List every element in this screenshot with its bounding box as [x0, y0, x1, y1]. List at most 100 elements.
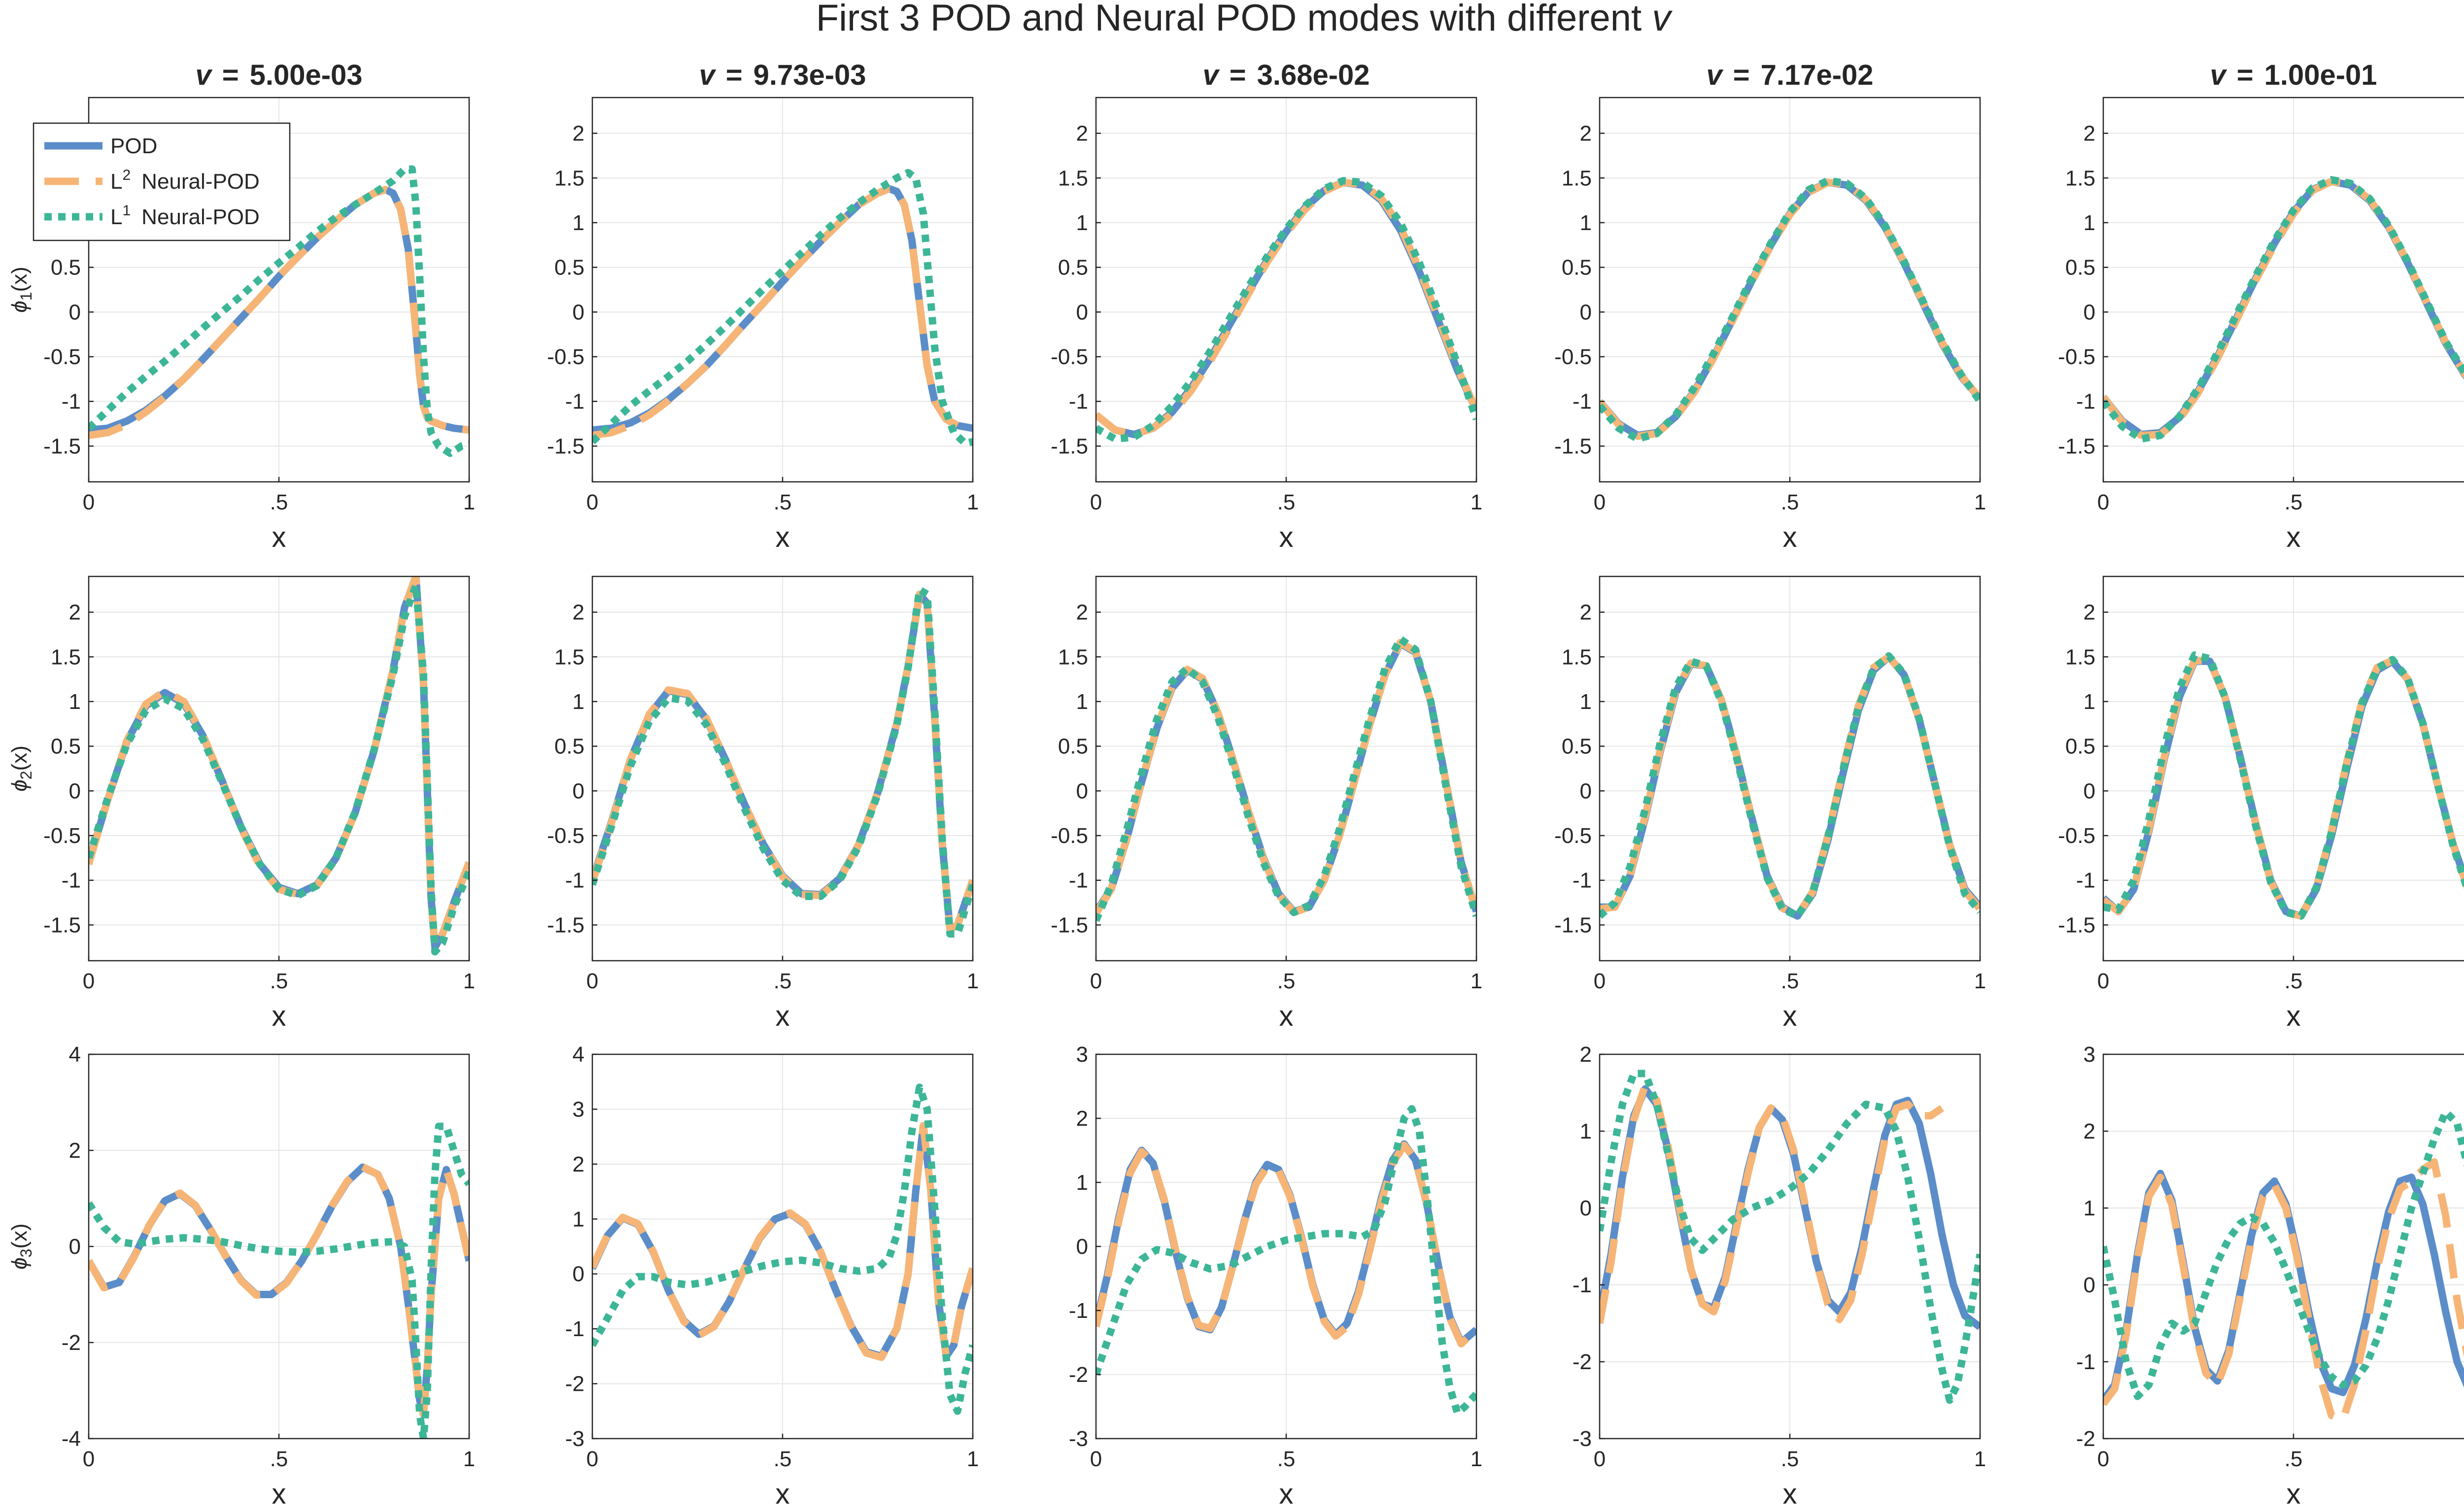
y-tick-label: -1.5: [547, 913, 584, 937]
y-tick-label: -1.5: [1051, 913, 1088, 937]
y-tick-label: -2: [62, 1331, 81, 1355]
panel-title-eq: =: [222, 59, 239, 91]
x-tick-label: 0: [1594, 490, 1606, 514]
y-tick-label: 1: [1076, 690, 1088, 714]
series-group: [592, 168, 973, 447]
series-group: [592, 1083, 973, 1415]
y-tick-label: 1: [1580, 690, 1592, 714]
series-line-l2: [89, 186, 469, 439]
y-tick-label: 1: [573, 211, 584, 235]
panel-title: v = 1.00e-01: [2210, 59, 2377, 91]
y-tick-label: 2: [573, 601, 584, 625]
y-tick-label: -1: [565, 390, 584, 414]
x-tick-label: 0: [1090, 1447, 1102, 1471]
y-tick-label: 1: [2084, 690, 2095, 714]
ylabel-tail: (x): [7, 267, 32, 292]
x-tick-label: .5: [2285, 490, 2303, 514]
y-tick-label: -0.5: [1554, 345, 1592, 369]
y-tick-label: -1.5: [43, 434, 81, 458]
series-line-l1: [592, 586, 973, 938]
y-tick-label: 2: [573, 122, 584, 146]
y-tick-label: 1: [2084, 211, 2095, 235]
xlabel: x: [1783, 1478, 1797, 1510]
y-tick-label: 0: [1076, 300, 1088, 324]
y-tick-label: 0.5: [1562, 735, 1592, 759]
xlabel: x: [2287, 1478, 2301, 1510]
ylabel-base: ϕ: [7, 1257, 32, 1269]
y-tick-label: 1: [1076, 211, 1088, 235]
series-line-l1: [1600, 1070, 1980, 1404]
ylabel-base: ϕ: [7, 779, 32, 791]
x-tick-label: .5: [270, 490, 288, 514]
ylabel: ϕ3(x): [7, 1223, 35, 1270]
series-group: [2103, 651, 2464, 920]
x-tick-label: .5: [270, 1447, 288, 1471]
y-tick-label: 2: [69, 601, 81, 625]
y-tick-label: -1: [2076, 390, 2095, 414]
series-group: [1096, 635, 1476, 922]
series-group: [89, 165, 469, 457]
x-tick-label: 1: [1974, 1447, 1986, 1471]
series-line-l2: [2103, 1158, 2464, 1423]
panel: 0 .5 1 -3 -2 -1 0 1 2 x: [1573, 1042, 1986, 1510]
y-tick-label: -1: [1069, 869, 1088, 893]
x-tick-label: 1: [1471, 969, 1482, 993]
x-tick-label: 0: [1594, 1447, 1606, 1471]
series-line-pod: [2103, 1170, 2464, 1403]
x-tick-label: 0: [1090, 969, 1102, 993]
y-tick-label: 2: [2084, 601, 2095, 625]
y-tick-label: 2: [1580, 1042, 1592, 1067]
x-tick-label: 1: [463, 490, 475, 514]
ylabel-sub: 1: [17, 292, 35, 301]
y-tick-label: 2: [2084, 1119, 2095, 1143]
x-tick-label: 1: [1974, 490, 1986, 514]
y-tick-label: 2: [1076, 122, 1088, 146]
xlabel: x: [1279, 521, 1294, 553]
figure-title-prefix: First 3 POD and Neural POD modes with di…: [816, 0, 1642, 39]
y-tick-label: -0.5: [1051, 824, 1088, 848]
x-tick-label: .5: [774, 969, 792, 993]
y-tick-label: -0.5: [43, 345, 81, 369]
y-tick-label: 0.5: [51, 256, 81, 280]
x-tick-label: 1: [967, 969, 979, 993]
y-tick-label: 1: [1580, 211, 1592, 235]
y-tick-label: -1.5: [1554, 434, 1592, 458]
y-tick-label: 1.5: [2065, 645, 2095, 669]
x-tick-label: 1: [1471, 490, 1482, 514]
y-tick-label: 0.5: [51, 735, 81, 759]
x-tick-label: .5: [1277, 490, 1296, 514]
y-tick-label: 1.5: [1058, 645, 1088, 669]
y-tick-label: 0.5: [2065, 735, 2095, 759]
series-line-l1: [592, 168, 973, 447]
legend-label-pod: POD: [110, 134, 157, 158]
x-tick-label: .5: [774, 490, 792, 514]
legend-label-sup: 1: [122, 202, 131, 219]
y-tick-label: 0: [1076, 779, 1088, 803]
series-line-l2: [1096, 1142, 1476, 1348]
panel-title-var: v: [195, 59, 212, 91]
y-tick-label: 3: [2084, 1042, 2095, 1067]
series-line-l1: [2103, 1108, 2464, 1400]
y-tick-label: 2: [1580, 601, 1592, 625]
x-tick-label: 0: [2097, 1447, 2109, 1471]
series-group: [2103, 1108, 2464, 1423]
y-tick-label: 2: [573, 1152, 584, 1176]
panel-title-value: 7.17e-02: [1761, 59, 1874, 91]
legend-label-tail: Neural-POD: [141, 205, 260, 229]
panel-title: v = 5.00e-03: [195, 59, 362, 91]
x-tick-label: .5: [1781, 1447, 1799, 1471]
y-tick-label: -1.5: [1051, 434, 1088, 458]
panel-title-value: 3.68e-02: [1257, 59, 1370, 91]
y-tick-label: -0.5: [43, 824, 81, 848]
y-tick-label: 0: [573, 779, 584, 803]
y-tick-label: 0: [2084, 779, 2095, 803]
xlabel: x: [1279, 1478, 1294, 1510]
x-tick-label: .5: [2285, 1447, 2303, 1471]
xlabel: x: [1783, 521, 1797, 553]
series-line-l1: [1096, 177, 1476, 443]
series-line-l1: [1096, 1105, 1476, 1417]
y-tick-label: 1.5: [51, 645, 81, 669]
